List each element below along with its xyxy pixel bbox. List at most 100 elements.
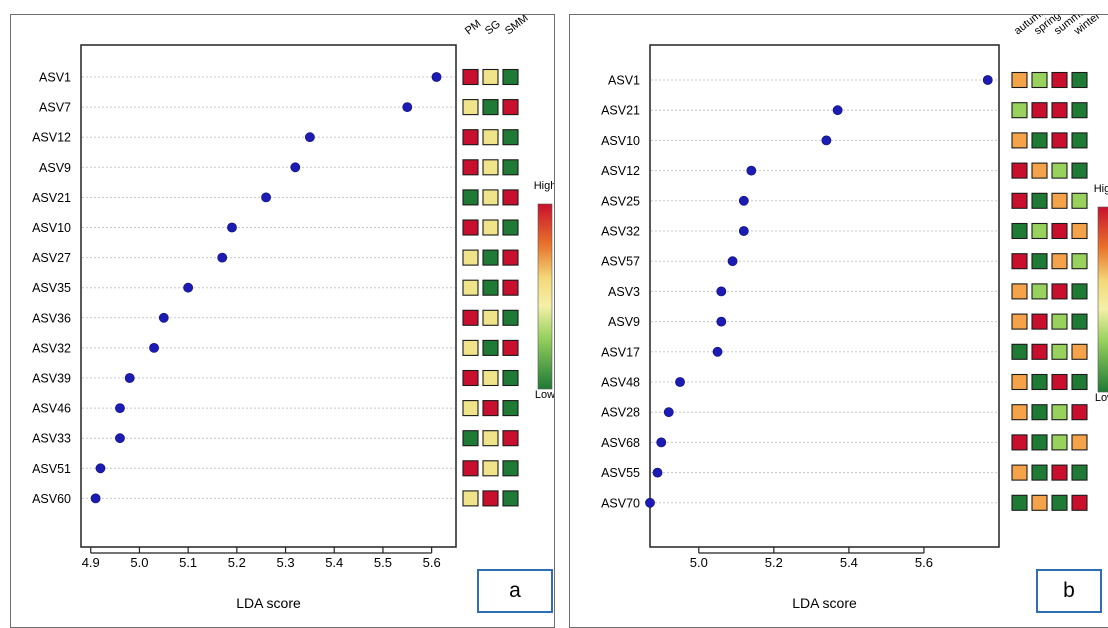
- heatmap-cell: [462, 68, 479, 86]
- panel-label-b: b: [1036, 569, 1102, 613]
- heatmap-cell: [482, 189, 499, 206]
- heatmap-cell: [1011, 132, 1028, 149]
- heatmap-cell: [1011, 464, 1028, 481]
- heatmap-cell: [1031, 102, 1048, 119]
- heatmap-cell: [482, 249, 499, 266]
- heatmap-cell: [1051, 71, 1068, 89]
- heatmap-cell: [1071, 102, 1088, 119]
- row-label-asv12: ASV12: [601, 164, 640, 178]
- heatmap-cell: [1011, 343, 1028, 360]
- row-label-asv60: ASV60: [32, 492, 71, 506]
- point-asv57: [727, 256, 738, 267]
- heatmap-cell: [502, 129, 519, 146]
- row-label-asv39: ASV39: [32, 372, 71, 386]
- heatmap-cell: [1011, 253, 1028, 270]
- point-asv25: [738, 195, 749, 206]
- point-asv46: [115, 403, 125, 413]
- heatmap-cell: [1051, 102, 1068, 119]
- row-label-asv9: ASV9: [608, 315, 640, 329]
- x-tick-label: 5.0: [690, 555, 708, 570]
- heatmap-cell: [1071, 464, 1088, 481]
- point-asv32: [149, 342, 159, 353]
- heatmap-cell: [462, 219, 479, 236]
- heatmap-cell: [1031, 343, 1048, 360]
- point-asv1: [431, 72, 442, 82]
- heatmap-cell: [1071, 71, 1088, 89]
- x-tick-label: 5.5: [374, 555, 392, 570]
- heatmap-cell: [482, 369, 499, 387]
- heatmap-cell: [482, 490, 499, 507]
- point-asv32: [738, 226, 749, 236]
- row-label-asv33: ASV33: [32, 432, 71, 446]
- heatmap-cell: [502, 279, 519, 296]
- heatmap-cell: [502, 159, 519, 176]
- point-asv48: [675, 377, 685, 387]
- row-label-asv1: ASV1: [608, 74, 640, 88]
- heatmap-cell: [462, 99, 479, 116]
- heatmap-cell: [462, 129, 479, 146]
- row-label-asv57: ASV57: [601, 255, 640, 269]
- heatmap-cell: [1071, 192, 1088, 209]
- heatmap-cell: [482, 68, 499, 86]
- x-tick-label: 5.1: [179, 555, 197, 570]
- plot-frame: [80, 44, 457, 548]
- heatmap-cell: [462, 400, 479, 417]
- legend-color-bar: [537, 203, 553, 390]
- row-label-asv25: ASV25: [601, 194, 640, 208]
- heatmap-header-sg: SG: [483, 18, 503, 37]
- legend-high-label: High: [534, 180, 555, 192]
- legend-low-label: Low: [1095, 392, 1108, 404]
- heatmap-cell: [1051, 343, 1068, 360]
- heatmap-cell: [502, 219, 519, 236]
- heatmap-cell: [1031, 464, 1048, 481]
- heatmap-header-smm: SMM: [503, 14, 531, 37]
- point-asv35: [183, 282, 194, 293]
- row-label-asv1: ASV1: [39, 71, 71, 85]
- heatmap-cell: [482, 430, 499, 447]
- heatmap-cell: [462, 159, 479, 176]
- heatmap-cell: [462, 309, 479, 326]
- heatmap-cell: [1011, 192, 1028, 209]
- point-asv36: [158, 312, 169, 323]
- point-asv7: [402, 102, 413, 112]
- x-axis-label: LDA score: [792, 595, 857, 611]
- point-asv21: [261, 192, 271, 203]
- row-label-asv68: ASV68: [601, 436, 640, 450]
- x-tick-label: 5.3: [277, 555, 295, 570]
- heatmap-cell: [1051, 313, 1068, 330]
- heatmap-cell: [502, 430, 519, 447]
- point-asv21: [832, 105, 843, 116]
- heatmap-cell: [1071, 162, 1088, 179]
- heatmap-cell: [1031, 222, 1048, 240]
- heatmap-cell: [462, 369, 479, 387]
- x-tick-label: 5.4: [325, 555, 343, 570]
- point-asv39: [124, 373, 135, 383]
- heatmap-cell: [1071, 404, 1088, 421]
- point-asv3: [716, 286, 727, 297]
- heatmap-cell: [502, 339, 519, 356]
- x-tick-label: 5.6: [423, 555, 441, 570]
- heatmap-cell: [482, 309, 499, 326]
- heatmap-cell: [462, 430, 479, 447]
- row-label-asv55: ASV55: [601, 466, 640, 480]
- heatmap-cell: [1051, 192, 1068, 209]
- heatmap-cell: [1071, 283, 1088, 300]
- heatmap-cell: [502, 249, 519, 266]
- row-label-asv48: ASV48: [601, 376, 640, 390]
- row-label-asv51: ASV51: [32, 462, 71, 476]
- heatmap-cell: [1051, 162, 1068, 179]
- heatmap-cell: [1011, 102, 1028, 119]
- heatmap-cell: [1031, 71, 1048, 89]
- row-label-asv21: ASV21: [601, 104, 640, 118]
- point-asv1: [982, 75, 993, 85]
- x-axis-label: LDA score: [236, 595, 301, 611]
- heatmap-cell: [502, 369, 519, 387]
- x-tick-label: 5.4: [840, 555, 858, 570]
- heatmap-cell: [1031, 253, 1048, 270]
- legend-color-bar: [1097, 206, 1108, 393]
- heatmap-cell: [1011, 222, 1028, 240]
- heatmap-cell: [502, 490, 519, 507]
- lda-chart-a: ASV1 ASV7 ASV12 ASV9 ASV21 ASV10 ASV27 ASV35 ASV…: [32, 14, 555, 611]
- heatmap-cell: [502, 400, 519, 417]
- point-asv12: [304, 132, 315, 143]
